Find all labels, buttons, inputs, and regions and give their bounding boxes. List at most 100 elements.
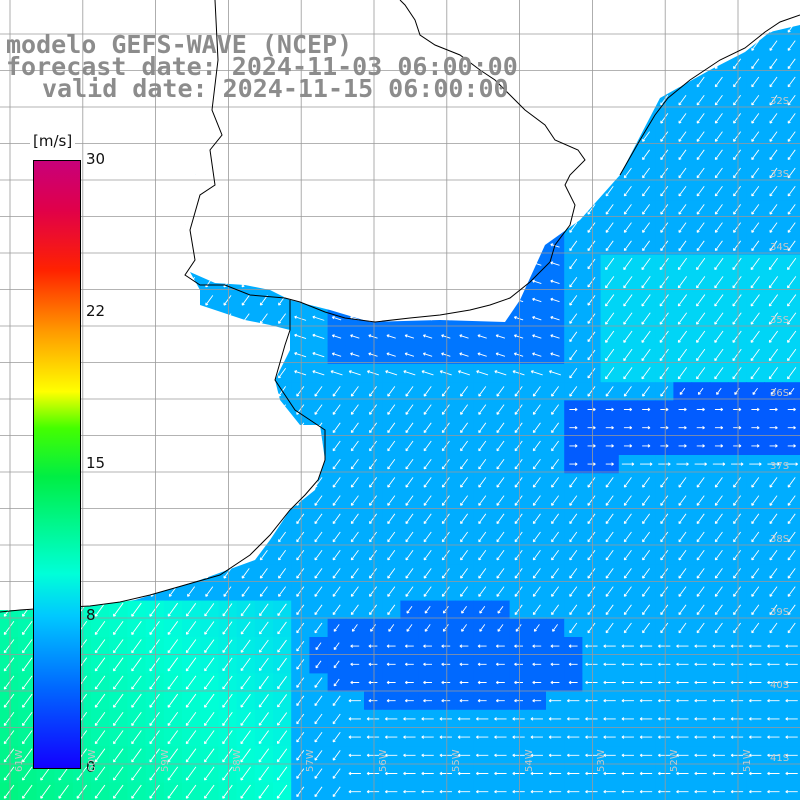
latitude-label: 37S	[770, 461, 790, 472]
wind-arrow	[605, 407, 614, 412]
wind-arrow	[512, 735, 525, 739]
wind-arrow	[605, 257, 615, 271]
wind-arrow	[532, 422, 541, 434]
wind-arrow	[278, 367, 287, 379]
wind-arrow	[658, 662, 671, 667]
wind-arrow	[660, 222, 669, 233]
wind-arrow	[642, 444, 651, 448]
wind-arrow	[222, 766, 233, 781]
wind-arrow	[385, 771, 398, 776]
wind-arrow	[767, 644, 780, 648]
wind-arrow	[404, 644, 414, 648]
wind-arrow	[751, 149, 760, 161]
wind-arrow	[642, 622, 651, 634]
wind-arrow	[605, 386, 614, 397]
wind-arrow	[749, 680, 762, 685]
wind-arrow	[532, 386, 541, 397]
wind-arrow	[751, 58, 760, 70]
wind-arrow	[569, 276, 578, 288]
wind-arrow	[350, 440, 359, 452]
wind-arrow	[569, 604, 578, 616]
wind-arrow	[350, 644, 360, 648]
wind-arrow	[551, 422, 560, 434]
wind-arrow	[312, 315, 325, 321]
wind-arrow	[149, 639, 160, 654]
wind-arrow	[769, 222, 778, 233]
colorbar	[33, 160, 81, 769]
wind-arrow	[332, 531, 341, 543]
wind-arrow	[696, 531, 705, 543]
wind-arrow	[514, 513, 523, 525]
wind-arrow	[714, 330, 724, 343]
wind-arrow	[276, 748, 288, 763]
wind-arrow	[587, 622, 596, 634]
wind-arrow	[623, 257, 633, 271]
wind-arrow	[185, 621, 197, 635]
wind-arrow	[750, 367, 760, 380]
wind-arrow	[240, 712, 251, 726]
wind-arrow	[405, 531, 414, 543]
wind-arrow	[642, 531, 651, 543]
wind-arrow	[350, 334, 360, 339]
wind-arrow	[460, 440, 469, 452]
wind-arrow	[769, 149, 778, 161]
wind-arrow	[478, 458, 487, 470]
wind-arrow	[240, 693, 251, 708]
wind-arrow	[714, 185, 723, 197]
wind-arrow	[532, 568, 541, 579]
wind-arrow	[605, 348, 615, 362]
wind-arrow	[461, 605, 467, 614]
wind-arrow	[678, 240, 687, 252]
wind-arrow	[314, 568, 323, 579]
wind-arrow	[496, 513, 505, 525]
wind-arrow	[387, 568, 396, 579]
wind-arrow	[730, 680, 744, 685]
wind-arrow	[296, 586, 305, 597]
wind-arrow	[187, 586, 196, 597]
wind-arrow	[603, 789, 616, 794]
wind-arrow	[94, 712, 106, 726]
wind-arrow	[751, 531, 760, 543]
wind-arrow	[787, 276, 797, 289]
wind-arrow	[660, 167, 669, 179]
wind-arrow	[732, 276, 742, 289]
wind-arrow	[787, 348, 797, 362]
wind-arrow	[476, 771, 489, 776]
wind-arrow	[696, 622, 705, 634]
wind-arrow	[314, 695, 323, 707]
wind-arrow	[751, 568, 760, 579]
wind-arrow	[605, 513, 614, 525]
wind-arrow	[370, 624, 376, 632]
wind-arrow	[532, 604, 541, 616]
wind-arrow	[623, 549, 632, 561]
wind-arrow	[314, 713, 323, 725]
wind-arrow	[167, 639, 179, 654]
wind-arrow	[405, 404, 414, 415]
wind-arrow	[660, 131, 669, 142]
wind-arrow	[569, 477, 578, 488]
wind-arrow	[40, 766, 51, 781]
wind-arrow	[459, 680, 469, 685]
wind-arrow	[350, 531, 359, 543]
wind-arrow	[751, 549, 760, 561]
wind-arrow	[568, 644, 578, 648]
wind-arrow	[623, 622, 632, 634]
wind-arrow	[442, 624, 449, 632]
wind-arrow	[369, 513, 378, 525]
wind-arrow	[550, 297, 560, 303]
wind-arrow	[185, 766, 197, 781]
wind-arrow	[278, 531, 287, 543]
wind-arrow	[714, 622, 723, 634]
wind-arrow	[421, 771, 434, 776]
wind-arrow	[585, 753, 598, 758]
wind-arrow	[423, 513, 432, 525]
wind-arrow	[621, 698, 634, 703]
wind-arrow	[368, 680, 378, 685]
wind-arrow	[423, 549, 432, 561]
wind-arrow	[732, 312, 742, 325]
wind-arrow	[696, 513, 705, 525]
wind-arrow	[332, 477, 341, 488]
wind-arrow	[678, 444, 687, 448]
wind-arrow	[605, 604, 614, 616]
